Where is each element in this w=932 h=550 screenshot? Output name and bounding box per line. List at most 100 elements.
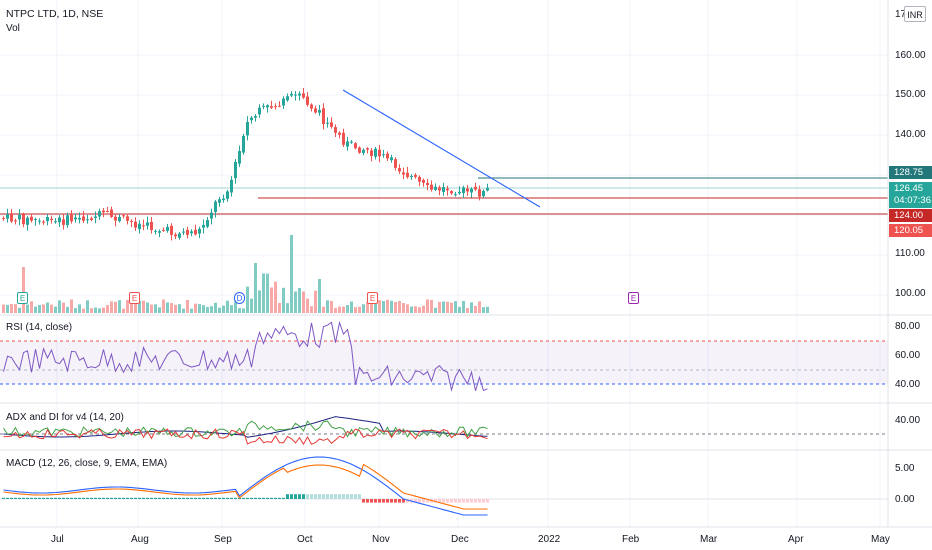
macd-histogram-bar xyxy=(246,497,249,499)
volume-bar xyxy=(454,301,457,313)
volume-bar xyxy=(402,303,405,313)
macd-histogram-bar xyxy=(406,499,409,503)
volume-bar xyxy=(278,302,281,313)
rsi-legend[interactable]: RSI (14, close) xyxy=(6,322,73,333)
candle-body xyxy=(10,213,13,222)
candle-body xyxy=(466,188,469,192)
candle-body xyxy=(70,214,73,222)
volume-bar xyxy=(262,273,265,313)
candle-body xyxy=(106,210,109,212)
candle-body xyxy=(238,150,241,164)
candle-body xyxy=(250,117,253,121)
earnings-badge[interactable]: E xyxy=(17,292,28,304)
candle-body xyxy=(258,107,261,115)
macd-histogram-bar xyxy=(366,499,369,503)
macd-histogram-bar xyxy=(218,497,221,499)
volume-bar xyxy=(258,290,261,313)
volume-bar xyxy=(282,287,285,313)
candle-body xyxy=(474,186,477,190)
macd-histogram-bar xyxy=(402,499,405,503)
volume-bar xyxy=(126,299,129,313)
time-label: Feb xyxy=(622,534,640,545)
earnings-badge[interactable]: E xyxy=(129,292,140,304)
dividend-badge[interactable]: D xyxy=(234,292,245,304)
volume-bar xyxy=(50,304,53,313)
candle-body xyxy=(470,188,473,193)
candle-body xyxy=(166,226,169,231)
candle-body xyxy=(378,149,381,157)
macd-histogram-bar xyxy=(62,497,65,499)
macd-histogram-bar xyxy=(14,497,17,499)
macd-histogram-bar xyxy=(462,499,465,503)
candle-body xyxy=(82,216,85,221)
candle-body xyxy=(270,106,273,108)
volume-bar xyxy=(426,299,429,313)
volume-bar xyxy=(422,305,425,313)
macd-histogram-bar xyxy=(190,497,193,499)
upcoming-earnings-badge[interactable]: E xyxy=(628,292,639,304)
macd-histogram-bar xyxy=(6,497,9,499)
volume-bar xyxy=(58,300,61,313)
macd-histogram-bar xyxy=(22,497,25,499)
macd-histogram-bar xyxy=(70,497,73,499)
candle-body xyxy=(394,159,397,168)
volume-bar xyxy=(210,306,213,313)
candle-body xyxy=(254,116,257,118)
volume-legend[interactable]: Vol xyxy=(6,23,20,34)
candle-body xyxy=(98,211,101,217)
volume-bar xyxy=(406,304,409,313)
macd-histogram-bar xyxy=(242,497,245,499)
candle-body xyxy=(262,105,265,107)
macd-histogram-bar xyxy=(166,497,169,499)
rsi-line xyxy=(3,320,488,392)
candle-body xyxy=(338,132,341,135)
macd-histogram-bar xyxy=(162,497,165,499)
volume-bar xyxy=(174,304,177,313)
volume-bar xyxy=(190,308,193,313)
candle-body xyxy=(18,214,21,220)
earnings-badge[interactable]: E xyxy=(367,292,378,304)
candle-body xyxy=(426,182,429,186)
adx-legend[interactable]: ADX and DI for v4 (14, 20) xyxy=(6,412,124,423)
volume-bar xyxy=(286,303,289,313)
volume-bar xyxy=(94,307,97,313)
candle-body xyxy=(46,216,49,222)
candle-body xyxy=(390,157,393,161)
candle-body xyxy=(42,221,45,223)
candle-body xyxy=(342,132,345,145)
candle-body xyxy=(386,153,389,159)
macd-histogram-bar xyxy=(434,499,437,503)
macd-histogram-bar xyxy=(362,499,365,503)
macd-legend[interactable]: MACD (12, 26, close, 9, EMA, EMA) xyxy=(6,458,168,469)
candle-body xyxy=(458,191,461,194)
volume-bar xyxy=(322,306,325,313)
price-tick: 140.00 xyxy=(895,129,926,140)
macd-histogram-bar xyxy=(178,497,181,499)
volume-bar xyxy=(38,304,41,313)
time-label: May xyxy=(871,534,890,545)
price-tick: 150.00 xyxy=(895,89,926,100)
volume-bar xyxy=(114,301,117,313)
macd-histogram-bar xyxy=(226,497,229,499)
rsi-tick: 80.00 xyxy=(895,321,921,332)
candle-body xyxy=(410,176,413,178)
candle-body xyxy=(346,141,349,147)
macd-histogram-bar xyxy=(342,494,345,499)
currency-button[interactable]: INR xyxy=(904,6,926,22)
macd-histogram-bar xyxy=(38,497,41,499)
macd-histogram-bar xyxy=(158,497,161,499)
candle-body xyxy=(186,229,189,235)
candle-body xyxy=(214,201,217,212)
macd-histogram-bar xyxy=(374,499,377,503)
candle-body xyxy=(58,217,61,223)
volume-bar xyxy=(358,306,361,313)
price-tick: 160.00 xyxy=(895,50,926,61)
macd-histogram-bar xyxy=(86,497,89,499)
volume-bar xyxy=(366,301,369,313)
candle-body xyxy=(438,187,441,191)
volume-bar xyxy=(374,303,377,313)
candle-body xyxy=(50,218,53,221)
volume-bar xyxy=(30,301,33,313)
symbol-title[interactable]: NTPC LTD, 1D, NSE xyxy=(6,8,104,20)
